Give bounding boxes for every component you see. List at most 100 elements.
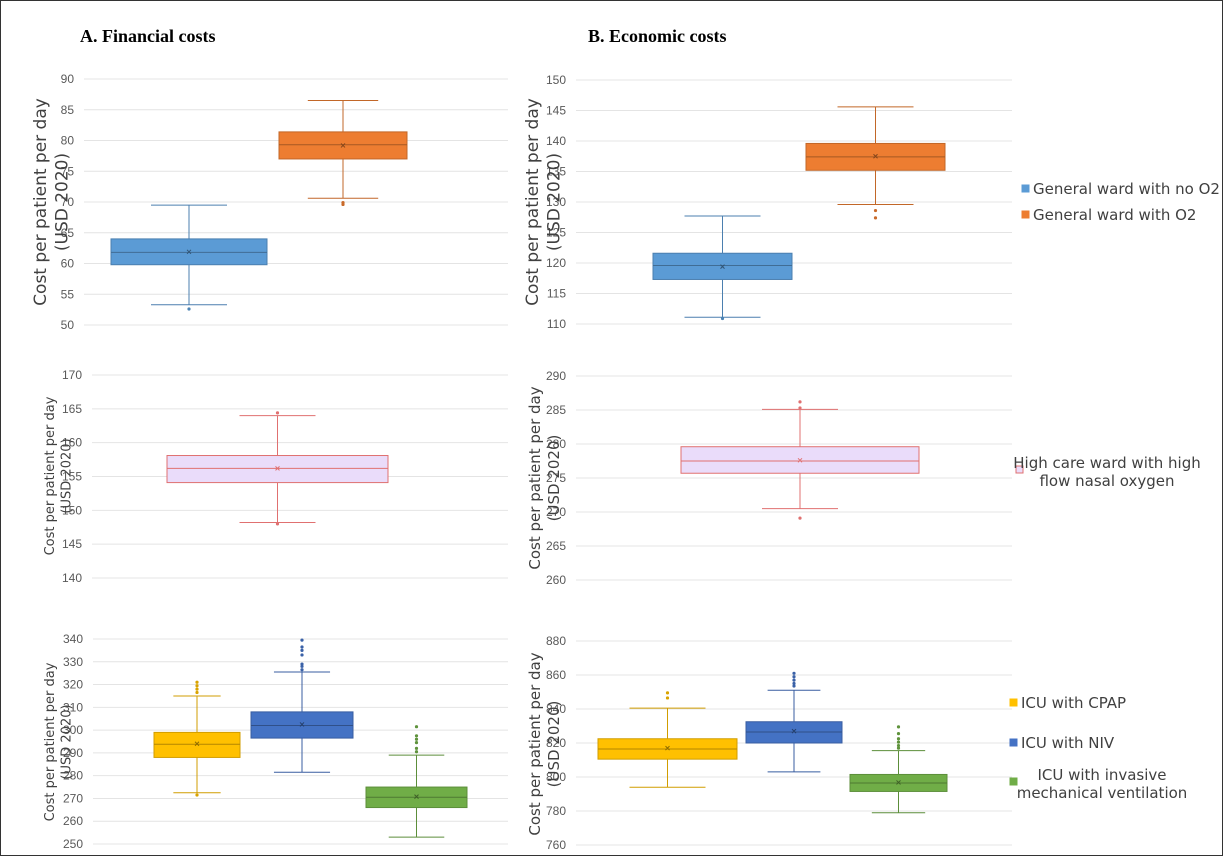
y-tick-label: 85	[61, 103, 75, 117]
y-tick-label: 280	[63, 769, 83, 783]
iqr-box	[166, 455, 389, 484]
y-axis-label: Cost per patient per day (USD 2020)	[31, 98, 72, 306]
box-icu-with-niv	[250, 638, 354, 773]
outlier-point	[275, 522, 280, 526]
mean-marker	[720, 264, 725, 270]
mean-marker	[797, 457, 803, 463]
outlier-point	[187, 307, 191, 311]
mean-marker	[791, 728, 797, 734]
box-icu-with-cpap	[597, 691, 738, 788]
iqr-box	[652, 252, 793, 280]
y-tick-label: 780	[546, 804, 566, 818]
outlier-point	[798, 400, 802, 404]
box-general-ward-with-no-o2	[110, 204, 268, 311]
y-tick-label: 160	[62, 436, 82, 450]
y-tick-label: 145	[62, 537, 82, 551]
y-tick-label: 260	[63, 814, 83, 828]
y-axis-label-line2: (USD 2020)	[52, 153, 72, 251]
y-tick-label: 115	[547, 287, 566, 301]
mean-marker	[896, 780, 901, 785]
box-icu-with-invasive-mechanical-ventilation	[365, 725, 468, 838]
y-tick-label: 55	[61, 287, 75, 301]
y-axis-label: Cost per patient per day (USD 2020)	[523, 98, 564, 306]
y-tick-label: 155	[62, 470, 82, 484]
panel-a-title: A. Financial costs	[80, 26, 216, 46]
outlier-point	[896, 740, 901, 744]
y-axis-label-line2: (USD 2020)	[545, 435, 563, 522]
outlier-point	[896, 746, 901, 750]
outlier-point	[414, 741, 419, 745]
y-tick-label: 260	[546, 573, 566, 587]
chart-a-row1: 50 55 60 65 70 75 80 85 90 Cost per patient per d…	[31, 72, 508, 332]
y-tick-label: 285	[546, 403, 566, 417]
outlier-point	[300, 668, 304, 672]
iqr-box	[153, 731, 241, 758]
y-tick-label: 80	[61, 134, 75, 148]
y-tick-label: 130	[546, 195, 566, 209]
outlier-point	[341, 201, 345, 205]
box-icu-with-niv	[745, 671, 843, 773]
outlier-point	[665, 691, 670, 695]
legend-swatch-general-ward-with-o2	[1021, 210, 1030, 219]
outlier-point	[414, 725, 419, 729]
y-tick-label: 165	[62, 402, 82, 416]
outlier-point	[195, 690, 199, 695]
outlier-point	[896, 725, 901, 729]
y-axis-label-line2: (USD 2020)	[544, 153, 564, 251]
mean-marker	[340, 143, 346, 148]
y-tick-label: 275	[546, 471, 566, 485]
y-axis-label: Cost per patient per day (USD 2020)	[43, 662, 74, 821]
outlier-point	[414, 734, 419, 738]
outlier-point	[896, 732, 901, 736]
y-tick-label: 860	[546, 668, 566, 682]
box-general-ward-with-o2	[278, 100, 408, 207]
outlier-point	[798, 406, 802, 410]
outlier-point	[896, 737, 901, 741]
outlier-point	[792, 681, 796, 686]
box-general-ward-with-o2	[805, 106, 946, 220]
legend-swatch-icu-with-niv	[1009, 738, 1018, 747]
legend-label-icu-with-invasive: ICU with invasive	[1037, 766, 1166, 784]
outlier-point	[720, 316, 725, 321]
y-tick-label: 820	[546, 736, 566, 750]
y-axis-label-line1: Cost per patient per day	[31, 98, 51, 306]
outlier-point	[792, 684, 796, 688]
y-tick-label: 150	[546, 73, 566, 87]
outlier-point	[275, 411, 280, 415]
y-tick-label: 280	[546, 437, 566, 451]
y-tick-label: 880	[546, 634, 566, 648]
y-tick-label: 300	[63, 723, 83, 737]
y-axis-label-line1: Cost per patient per day	[526, 386, 544, 569]
y-tick-label: 270	[546, 505, 566, 519]
legend-swatch-high-care-ward-with-high	[1015, 465, 1024, 474]
legend-label-general-ward-with-no-o2: General ward with no O2	[1033, 180, 1220, 198]
y-tick-label: 110	[547, 317, 566, 331]
y-tick-label: 290	[546, 369, 566, 383]
outlier-point	[195, 687, 199, 691]
outlier-point	[300, 664, 304, 668]
outlier-point	[300, 648, 304, 652]
outlier-point	[300, 662, 304, 666]
outlier-point	[300, 638, 304, 642]
y-axis-label: Cost per patient per day (USD 2020)	[526, 386, 563, 569]
outlier-point	[896, 743, 901, 748]
y-tick-label: 50	[61, 318, 75, 332]
y-tick-label: 145	[546, 104, 566, 118]
mean-marker	[873, 153, 878, 159]
y-tick-label: 60	[61, 257, 75, 271]
legend-label-icu-with-invasive-line2: mechanical ventilation	[1017, 784, 1188, 802]
outlier-point	[665, 696, 670, 700]
outlier-point	[300, 645, 304, 649]
outlier-point	[300, 653, 304, 657]
y-tick-label: 65	[61, 226, 75, 240]
mean-marker	[665, 745, 670, 751]
y-tick-label: 340	[63, 632, 83, 646]
outlier-point	[792, 678, 796, 682]
outlier-point	[798, 516, 802, 520]
y-tick-label: 265	[546, 539, 566, 553]
legend-swatch-icu-with-invasive	[1009, 777, 1018, 786]
